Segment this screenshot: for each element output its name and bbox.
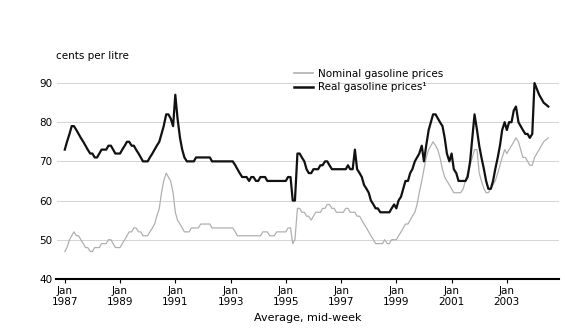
Text: Gasoline Prices in Canada: Gasoline Prices in Canada — [14, 20, 228, 35]
Nominal gasoline prices — [227, 226, 234, 230]
Nominal gasoline prices — [545, 136, 551, 140]
Real gasoline prices¹ — [62, 148, 68, 152]
Nominal gasoline prices — [62, 249, 68, 253]
Line: Real gasoline prices¹: Real gasoline prices¹ — [65, 83, 548, 212]
Nominal gasoline prices — [96, 246, 103, 250]
Real gasoline prices¹ — [545, 104, 551, 109]
Real gasoline prices¹ — [524, 132, 531, 136]
Real gasoline prices¹ — [377, 210, 384, 214]
Line: Nominal gasoline prices: Nominal gasoline prices — [65, 138, 548, 251]
Nominal gasoline prices — [372, 242, 379, 246]
Real gasoline prices¹ — [372, 206, 379, 210]
Real gasoline prices¹ — [531, 81, 538, 85]
Nominal gasoline prices — [179, 226, 185, 230]
Legend: Nominal gasoline prices, Real gasoline prices¹: Nominal gasoline prices, Real gasoline p… — [294, 69, 444, 92]
Nominal gasoline prices — [400, 226, 407, 230]
Real gasoline prices¹ — [96, 152, 103, 156]
Nominal gasoline prices — [512, 136, 519, 140]
Real gasoline prices¹ — [179, 148, 185, 152]
Real gasoline prices¹ — [227, 159, 234, 163]
X-axis label: Average, mid-week: Average, mid-week — [254, 313, 362, 323]
Real gasoline prices¹ — [402, 179, 409, 183]
Text: cents per litre: cents per litre — [56, 51, 129, 61]
Nominal gasoline prices — [524, 159, 531, 163]
